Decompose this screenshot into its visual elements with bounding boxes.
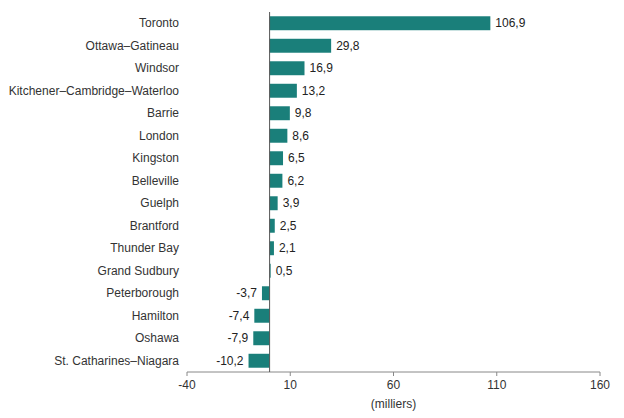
y-ticks: Toronto Ottawa–Gatineau Windsor Kitchener–C…	[9, 16, 180, 368]
category-label: Barrie	[147, 106, 179, 120]
data-labels: 106,9 29,816,9 13,2 9,8 8,6 6,5 6,2 3,9 2,5 2,1 0,…	[216, 16, 526, 368]
bar	[270, 174, 283, 188]
x-tick	[290, 372, 291, 376]
category-label: London	[139, 129, 179, 143]
data-label: 16,9	[309, 61, 333, 75]
bar	[270, 16, 491, 30]
category-label: Peterborough	[106, 286, 179, 300]
bar	[270, 39, 332, 53]
data-label: 3,9	[283, 196, 300, 210]
chart: -40 10 60 110 160 Toronto Ottawa–Gatineau Winds…	[0, 0, 624, 418]
data-label: -7,9	[228, 331, 249, 345]
category-label: Hamilton	[132, 309, 179, 323]
bar	[270, 61, 305, 75]
bar	[270, 196, 278, 210]
bar	[270, 219, 275, 233]
data-label: 0,5	[276, 264, 293, 278]
category-label: Thunder Bay	[110, 241, 179, 255]
category-label: Ottawa–Gatineau	[86, 39, 179, 53]
bar	[249, 354, 270, 368]
category-label: St. Catharines–Niagara	[54, 354, 179, 368]
bar	[262, 286, 270, 300]
data-label: -10,2	[216, 354, 244, 368]
zero-line	[269, 12, 270, 372]
data-label: 2,1	[279, 241, 296, 255]
x-tick-label: 160	[590, 378, 610, 392]
x-tick-label: 60	[387, 378, 401, 392]
category-label: Brantford	[130, 219, 179, 233]
category-label: Kingston	[132, 151, 179, 165]
category-label: Belleville	[132, 174, 180, 188]
x-tick	[187, 372, 188, 376]
bars	[249, 16, 491, 367]
data-label: 6,2	[287, 174, 304, 188]
bar	[270, 129, 288, 143]
x-axis-label: (milliers)	[371, 397, 416, 411]
x-tick	[496, 372, 497, 376]
data-label: -3,7	[236, 286, 257, 300]
x-tick-label: -40	[178, 378, 196, 392]
data-label: 9,8	[295, 106, 312, 120]
data-label: 29,8	[336, 39, 360, 53]
x-tick	[600, 372, 601, 376]
data-label: 13,2	[302, 84, 326, 98]
category-label: Guelph	[140, 196, 179, 210]
data-label: 2,5	[280, 219, 297, 233]
bar	[270, 84, 297, 98]
category-label: Grand Sudbury	[98, 264, 179, 278]
data-label: -7,4	[229, 309, 250, 323]
x-tick-label: 110	[487, 378, 506, 392]
x-tick-label: 10	[284, 378, 298, 392]
category-label: Kitchener–Cambridge–Waterloo	[9, 84, 180, 98]
bar	[270, 241, 274, 255]
x-ticks: -40 10 60 110 160	[178, 372, 610, 392]
data-label: 6,5	[288, 151, 305, 165]
bar	[270, 106, 290, 120]
data-label: 8,6	[292, 129, 309, 143]
x-tick	[393, 372, 394, 376]
bar	[270, 151, 283, 165]
data-label: 106,9	[495, 16, 525, 30]
category-label: Windsor	[135, 61, 179, 75]
category-label: Toronto	[139, 16, 179, 30]
bar	[254, 309, 269, 323]
bar	[253, 331, 269, 345]
category-label: Oshawa	[135, 331, 179, 345]
